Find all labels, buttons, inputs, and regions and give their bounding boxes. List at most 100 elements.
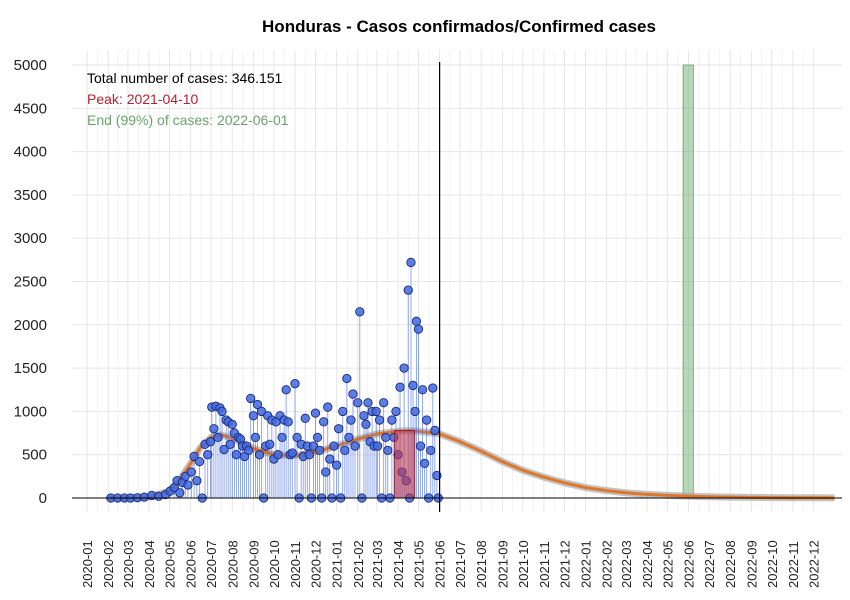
data-point (248, 411, 259, 421)
x-tick-label: 2020-02 (101, 540, 116, 588)
data-point (175, 488, 185, 498)
y-tick-label: 1000 (14, 403, 47, 420)
x-tick-label: 2021-04 (391, 540, 406, 588)
x-tick-label: 2020-05 (163, 540, 178, 588)
end-band (682, 64, 694, 499)
data-point (355, 307, 365, 317)
data-point (348, 389, 358, 399)
data-point (321, 467, 331, 477)
x-tick-label: 2021-07 (453, 540, 468, 588)
x-tick-label: 2020-01 (80, 540, 95, 588)
data-point (415, 441, 426, 451)
data-point (399, 363, 409, 373)
data-point (314, 445, 325, 456)
annotation-total: Total number of cases: 346.151 (87, 70, 283, 86)
data-point (338, 406, 348, 417)
x-tick-label: 2022-07 (702, 540, 717, 588)
data-point (323, 402, 333, 412)
data-point (319, 417, 329, 427)
peak-band (394, 430, 415, 499)
data-point (374, 415, 385, 425)
x-tick-label: 2021-02 (351, 540, 366, 588)
x-tick-label: 2021-08 (474, 540, 489, 588)
chart-title: Honduras - Casos confirmados/Confirmed c… (262, 17, 656, 36)
x-tick-label: 2021-06 (433, 540, 448, 588)
data-point (281, 385, 291, 395)
y-tick-label: 1500 (14, 360, 47, 377)
data-point (413, 324, 424, 334)
x-tick-label: 2021-01 (330, 540, 345, 588)
data-point (273, 450, 283, 460)
bands (682, 64, 694, 499)
data-point (219, 444, 229, 455)
data-point (359, 411, 369, 421)
data-point (243, 445, 254, 456)
data-point (340, 445, 350, 456)
data-point (250, 432, 261, 443)
data-point (225, 439, 235, 449)
data-point (408, 380, 418, 391)
x-tick-label: 2022-10 (765, 540, 780, 588)
data-points (106, 257, 443, 503)
data-point (426, 445, 436, 456)
data-point (227, 419, 237, 430)
data-point (209, 424, 219, 434)
data-point (287, 448, 297, 458)
axes: 2020-01 2020-02 2020-03 2020-04 2020-05 2020-… (14, 57, 842, 588)
data-point (406, 257, 416, 268)
data-point (342, 373, 352, 384)
data-point (430, 425, 440, 436)
data-point (300, 413, 310, 423)
data-point (203, 450, 213, 460)
x-tick-label: 2022-09 (744, 540, 759, 588)
data-point (183, 480, 193, 490)
y-tick-label: 3500 (14, 187, 47, 204)
data-point (379, 398, 389, 408)
data-point (428, 383, 438, 393)
data-point (254, 450, 265, 460)
data-point (371, 406, 381, 417)
x-tick-label: 2021-03 (370, 540, 385, 588)
x-tick-label: 2020-07 (204, 540, 219, 588)
y-tick-label: 4000 (14, 144, 47, 161)
data-point (383, 445, 393, 456)
x-tick-label: 2021-09 (495, 540, 510, 588)
y-tick-label: 2000 (14, 317, 47, 334)
data-point (344, 432, 354, 443)
x-tick-label: 2020-03 (121, 540, 136, 588)
data-point (387, 415, 397, 425)
data-point (329, 441, 339, 451)
data-point (192, 476, 202, 486)
data-point (265, 439, 275, 449)
data-point (186, 467, 197, 477)
data-point (194, 456, 205, 467)
data-point (411, 316, 422, 326)
y-tick-label: 2500 (14, 274, 47, 291)
data-point (417, 385, 428, 395)
x-tick-label: 2021-12 (557, 540, 572, 588)
data-point (361, 419, 371, 430)
y-tick-label: 500 (22, 447, 47, 464)
annotation-peak: Peak: 2021-04-10 (87, 91, 199, 107)
data-point (391, 406, 401, 417)
data-point (432, 470, 442, 481)
annotation-end: End (99%) of cases: 2022-06-01 (87, 112, 289, 128)
data-point (334, 424, 344, 434)
x-tick-label: 2022-12 (806, 540, 821, 588)
data-point (403, 285, 413, 295)
data-point (350, 441, 360, 451)
x-tick-label: 2022-11 (786, 541, 801, 588)
data-point (217, 406, 227, 417)
x-tick-label: 2022-05 (660, 540, 675, 588)
data-point (290, 379, 300, 389)
data-point (310, 408, 321, 418)
data-point (395, 382, 405, 392)
y-tick-label: 3000 (14, 230, 47, 247)
data-point (213, 432, 223, 443)
data-point (231, 450, 242, 460)
data-point (346, 415, 356, 425)
data-point (205, 437, 216, 447)
x-tick-label: 2020-09 (246, 540, 261, 588)
